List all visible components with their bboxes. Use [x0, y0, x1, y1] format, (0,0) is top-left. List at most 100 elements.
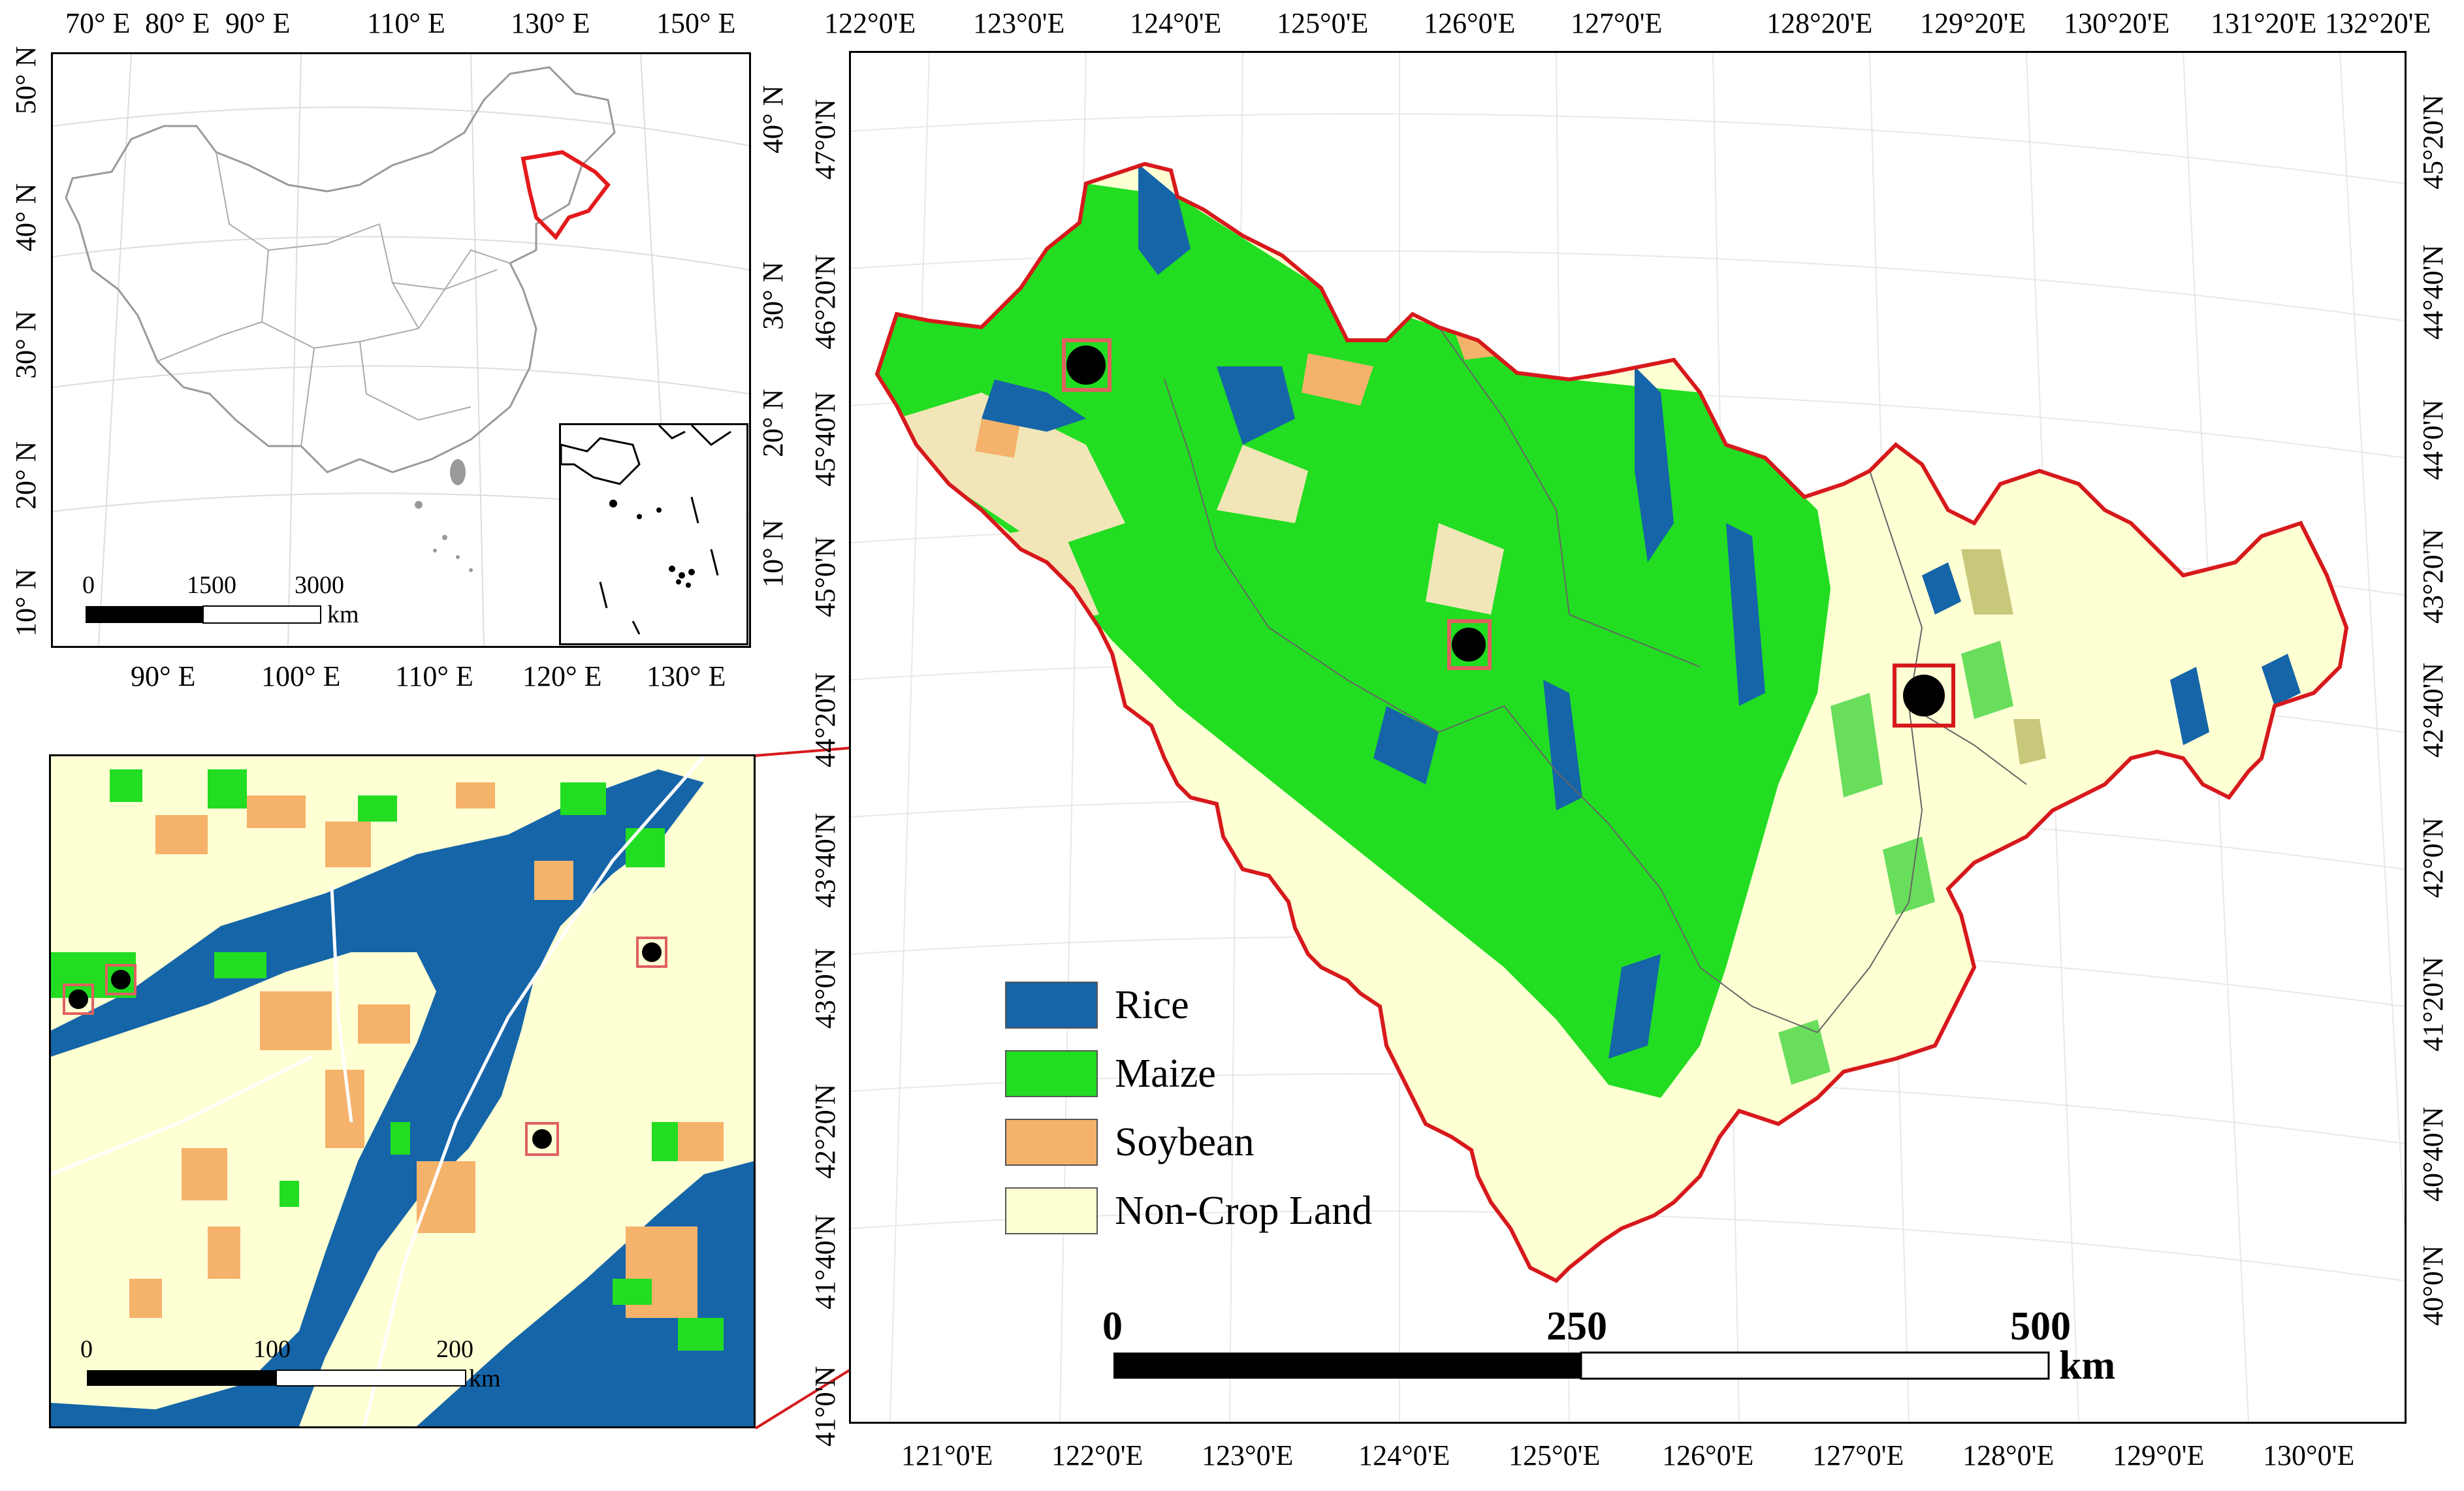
main-bottom-label: 129°0'E: [2113, 1439, 2205, 1471]
overview-top-label: 130° E: [511, 7, 590, 39]
main-right-label: 45°20'N: [2417, 94, 2449, 189]
detail-maize-patches: [51, 769, 724, 1351]
province-boundary: [874, 161, 2349, 1283]
legend-item-maize: Maize: [1005, 1050, 1216, 1097]
main-scale-tick-0: 0: [1102, 1304, 1123, 1349]
main-left-label: 44°20'N: [809, 672, 841, 767]
detail-map-canvas: 0 100 200 km: [51, 756, 754, 1426]
main-bottom-label: 124°0'E: [1358, 1439, 1450, 1471]
main-top-label: 123°0'E: [973, 7, 1065, 39]
legend-swatch-soybean: [1005, 1119, 1098, 1166]
detail-scale-unit: km: [469, 1365, 501, 1392]
detail-roads: [51, 756, 705, 1426]
main-right-label: 42°40'N: [2417, 662, 2449, 758]
overview-bottom-label: 130° E: [647, 660, 726, 692]
detail-scale-tick-2: 200: [436, 1336, 473, 1363]
main-left-label: 45°40'N: [809, 391, 841, 487]
main-top-label: 132°20'E: [2325, 7, 2431, 39]
overview-top-label: 70° E: [65, 7, 131, 39]
main-left-label: 41°40'N: [809, 1214, 841, 1309]
main-top-label: 131°20'E: [2211, 7, 2317, 39]
main-right-label: 42°0'N: [2417, 817, 2449, 898]
main-left-label: 46°20'N: [809, 254, 841, 349]
detail-scale-tick-0: 0: [80, 1336, 93, 1363]
legend-swatch-non-crop-land: [1005, 1187, 1098, 1234]
main-bottom-label: 128°0'E: [1962, 1439, 2055, 1471]
legend-swatch-rice: [1005, 982, 1098, 1029]
overview-bottom-label: 120° E: [522, 660, 602, 692]
detail-rice-area: [51, 769, 704, 1426]
main-map-canvas: 0 250 500 km: [851, 53, 2405, 1422]
main-sample-sites: [1062, 338, 1955, 728]
main-bottom-label: 121°0'E: [901, 1439, 993, 1471]
legend: Rice Maize Soybean Non-Crop Land: [1005, 982, 1462, 1269]
main-scale-tick-2: 500: [2010, 1304, 2071, 1349]
main-bottom-label: 123°0'E: [1202, 1439, 1294, 1471]
overview-scale-unit: km: [327, 601, 359, 628]
main-left-label: 47°0'N: [809, 99, 841, 180]
detail-scale-tick-1: 100: [253, 1336, 291, 1363]
main-bottom-label: 126°0'E: [1662, 1439, 1754, 1471]
overview-top-label: 110° E: [367, 7, 445, 39]
legend-item-non-crop-land: Non-Crop Land: [1005, 1187, 1372, 1234]
china-outline: [65, 66, 616, 473]
main-left-label: 45°0'N: [809, 536, 841, 617]
main-right-label: 43°20'N: [2417, 528, 2449, 624]
main-bottom-label: 130°0'E: [2263, 1439, 2355, 1471]
legend-label-rice: Rice: [1115, 982, 1189, 1027]
overview-graticule: [53, 54, 749, 646]
main-top-label: 124°0'E: [1130, 7, 1222, 39]
overview-bottom-label: 110° E: [395, 660, 473, 692]
main-admin-boundaries: [1164, 327, 2027, 1033]
main-left-label: 43°40'N: [809, 812, 841, 908]
main-left-label: 43°0'N: [809, 948, 841, 1029]
main-bottom-label: 127°0'E: [1812, 1439, 1904, 1471]
main-left-label: 41°0'N: [809, 1366, 841, 1447]
province-lines: [157, 152, 511, 447]
overview-scale-tick-0: 0: [82, 571, 95, 599]
main-top-label: 125°0'E: [1277, 7, 1369, 39]
legend-item-rice: Rice: [1005, 982, 1189, 1029]
south-sea-inset-canvas: [560, 424, 731, 635]
main-top-label: 128°20'E: [1767, 7, 1873, 39]
main-top-label: 127°0'E: [1571, 7, 1663, 39]
detail-map: 0 100 200 km: [49, 754, 756, 1428]
main-right-label: 44°40'N: [2417, 244, 2449, 340]
overview-bottom-label: 100° E: [261, 660, 341, 692]
main-top-label: 130°20'E: [2064, 7, 2170, 39]
main-top-label: 126°0'E: [1424, 7, 1516, 39]
main-scale-tick-1: 250: [1546, 1304, 1607, 1349]
south-sea-islands: [415, 459, 473, 572]
main-right-label: 40°40'N: [2417, 1106, 2449, 1202]
overview-map-canvas: 0 1500 3000 km: [53, 54, 749, 646]
detail-soybean-patches: [129, 782, 724, 1318]
main-right-label: 40°0'N: [2417, 1245, 2449, 1326]
main-right-label: 41°20'N: [2417, 956, 2449, 1051]
main-bottom-label: 122°0'E: [1051, 1439, 1144, 1471]
detail-sample-sites: [63, 937, 667, 1156]
legend-item-soybean: Soybean: [1005, 1119, 1255, 1166]
legend-label-non-crop-land: Non-Crop Land: [1115, 1188, 1373, 1233]
main-scale-bar: 0 250 500 km: [1102, 1304, 2115, 1388]
legend-label-maize: Maize: [1115, 1051, 1216, 1096]
overview-top-label: 150° E: [656, 7, 736, 39]
overview-scale-bar: 0 1500 3000 km: [82, 571, 359, 628]
overview-top-label: 80° E: [145, 7, 210, 39]
overview-scale-tick-1: 1500: [187, 571, 236, 599]
overview-bottom-label: 90° E: [131, 660, 196, 692]
overview-top-label: 90° E: [225, 7, 291, 39]
south-sea-inset: [559, 423, 748, 645]
overview-scale-tick-2: 3000: [295, 571, 344, 599]
main-bottom-label: 125°0'E: [1509, 1439, 1601, 1471]
main-right-label: 44°0'N: [2417, 399, 2449, 480]
main-map: 0 250 500 km Rice Maize Soybean Non-Crop…: [849, 51, 2407, 1424]
main-scale-unit: km: [2059, 1343, 2115, 1388]
legend-swatch-maize: [1005, 1050, 1098, 1097]
study-area-highlight: [520, 150, 611, 240]
main-left-label: 42°20'N: [809, 1083, 841, 1179]
legend-label-soybean: Soybean: [1115, 1119, 1255, 1164]
main-top-label: 122°0'E: [824, 7, 916, 39]
overview-map: 0 1500 3000 km: [51, 52, 751, 648]
main-top-label: 129°20'E: [1920, 7, 2026, 39]
detail-scale-bar: 0 100 200 km: [80, 1336, 501, 1392]
